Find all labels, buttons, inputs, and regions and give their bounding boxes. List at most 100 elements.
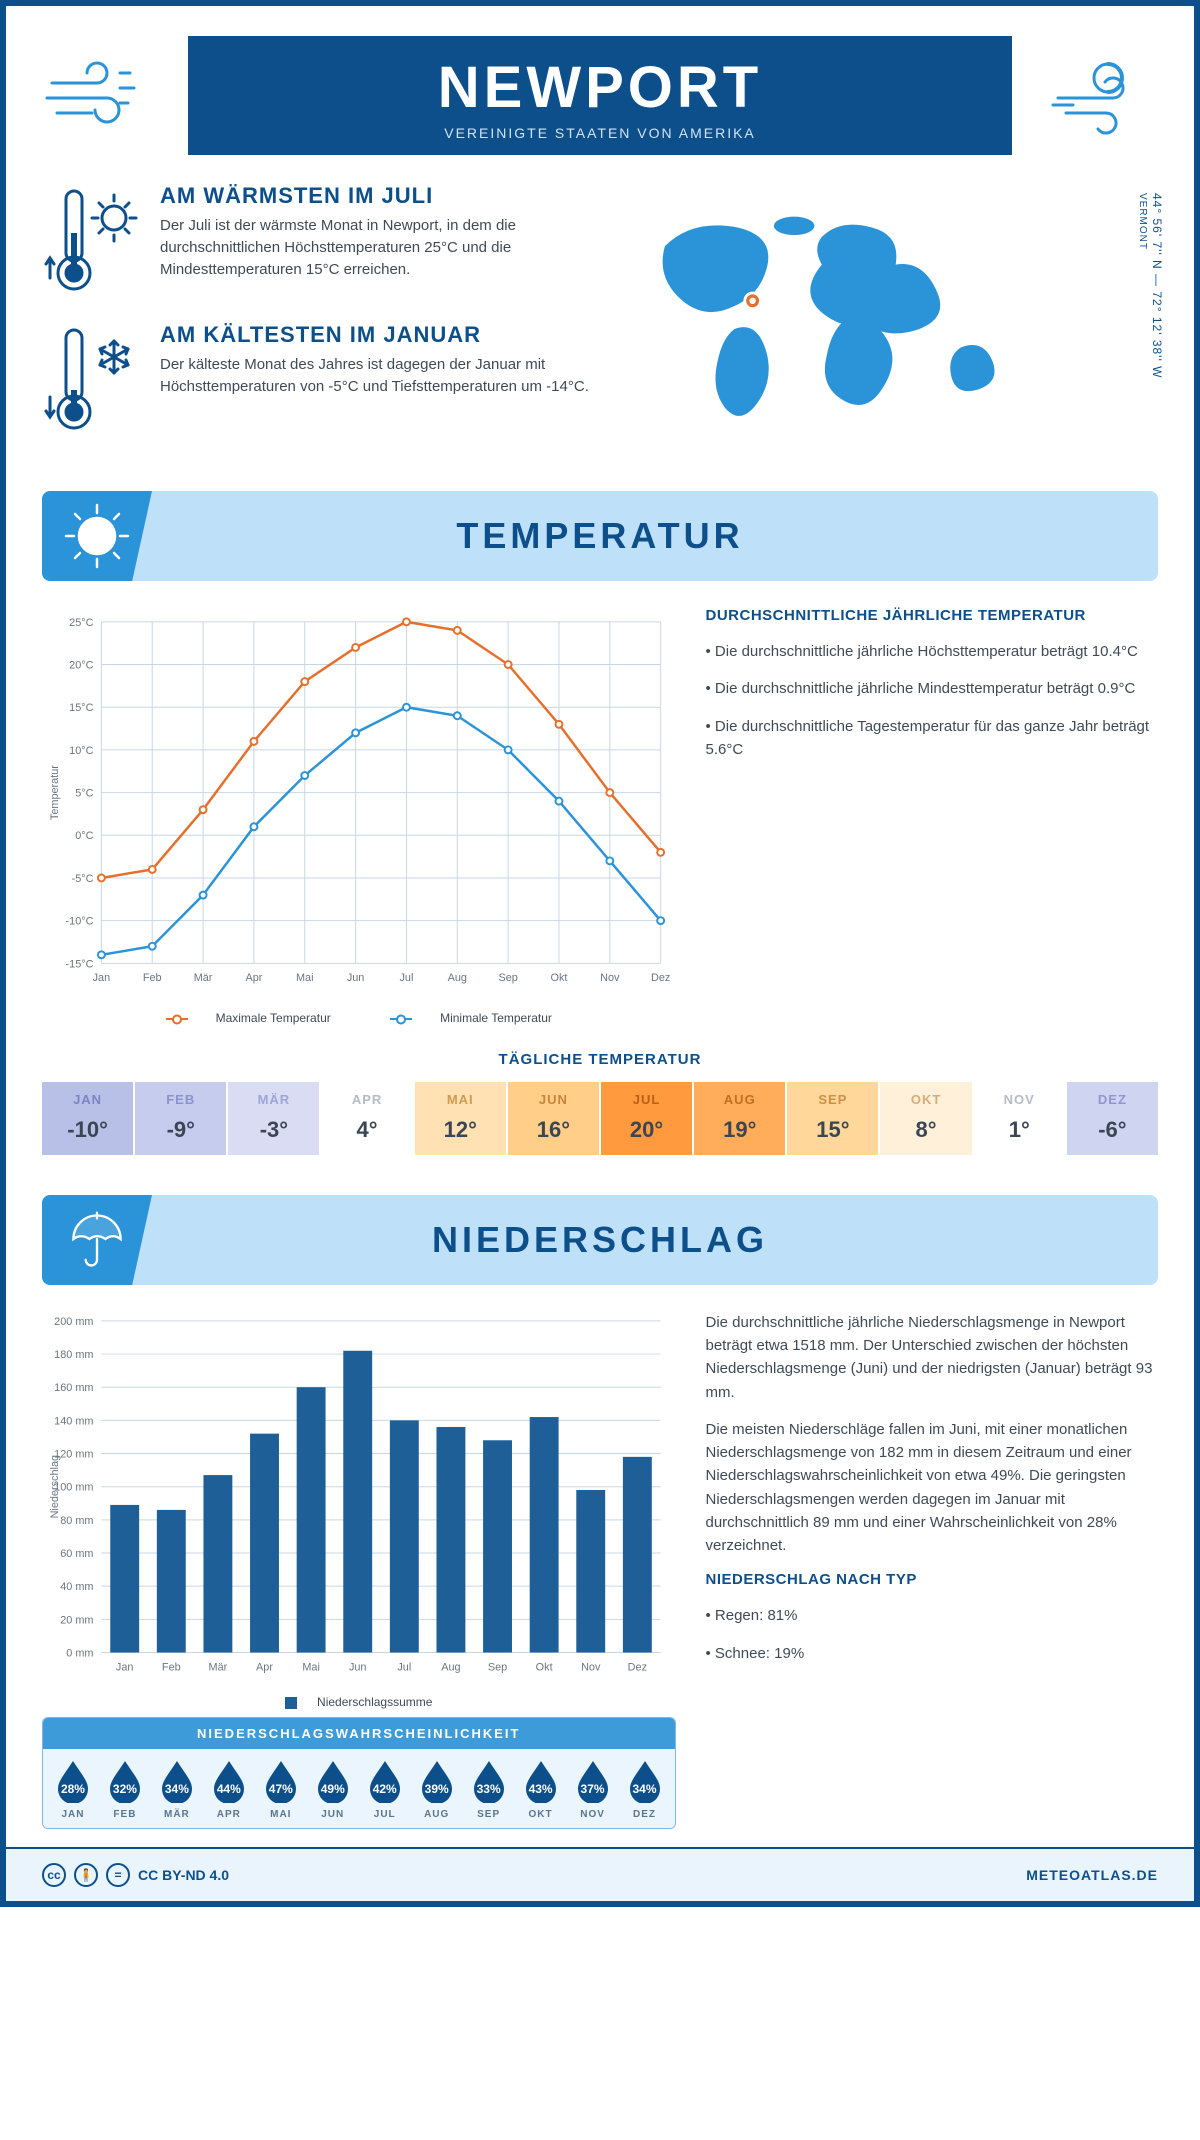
facts-column: AM WÄRMSTEN IM JULI Der Juli ist der wär… (42, 183, 598, 461)
svg-text:Niederschlag: Niederschlag (49, 1455, 61, 1518)
svg-text:180 mm: 180 mm (54, 1349, 93, 1361)
svg-text:Jan: Jan (116, 1661, 134, 1673)
svg-text:60 mm: 60 mm (60, 1548, 93, 1560)
daily-temp-grid: JAN -10° FEB -9° MÄR -3° APR 4° MAI 12° … (42, 1082, 1158, 1155)
world-map (628, 200, 1090, 445)
coldest-fact: AM KÄLTESTEN IM JANUAR Der kälteste Mona… (42, 322, 598, 447)
daily-cell: FEB -9° (135, 1082, 226, 1155)
sun-icon (42, 491, 152, 581)
svg-text:Mär: Mär (194, 972, 213, 984)
license-block: cc 🧍 = CC BY-ND 4.0 (42, 1863, 229, 1887)
brand-text: METEOATLAS.DE (1026, 1867, 1158, 1883)
probability-heading: NIEDERSCHLAGSWAHRSCHEINLICHKEIT (43, 1718, 675, 1749)
svg-text:Mai: Mai (302, 1661, 320, 1673)
prob-cell: 44% APR (203, 1759, 255, 1820)
svg-text:15°C: 15°C (69, 702, 93, 714)
prob-cell: 43% OKT (515, 1759, 567, 1820)
svg-text:Aug: Aug (448, 972, 467, 984)
svg-text:Sep: Sep (498, 972, 517, 984)
thermometer-snow-icon (42, 322, 142, 447)
svg-text:Nov: Nov (600, 972, 620, 984)
probability-panel: NIEDERSCHLAGSWAHRSCHEINLICHKEIT 28% JAN … (42, 1717, 676, 1829)
legend-max: Maximale Temperatur (216, 1011, 331, 1025)
svg-text:Jun: Jun (349, 1661, 367, 1673)
temperature-section-head: TEMPERATUR (42, 491, 1158, 581)
svg-text:Jan: Jan (93, 972, 111, 984)
daily-cell: JUL 20° (601, 1082, 692, 1155)
temperature-chart: -15°C-10°C-5°C0°C5°C10°C15°C20°C25°CJanF… (42, 607, 676, 1025)
warmest-text: Der Juli ist der wärmste Monat in Newpor… (160, 215, 598, 280)
intro-section: AM WÄRMSTEN IM JULI Der Juli ist der wär… (42, 183, 1158, 461)
infographic-page: NEWPORT VEREINIGTE STAATEN VON AMERIKA (0, 0, 1200, 1907)
country-subtitle: VEREINIGTE STAATEN VON AMERIKA (188, 125, 1012, 141)
svg-text:Okt: Okt (551, 972, 568, 984)
legend-min: Minimale Temperatur (440, 1011, 552, 1025)
daily-cell: SEP 15° (787, 1082, 878, 1155)
temperature-heading: TEMPERATUR (42, 515, 1158, 557)
svg-text:Mai: Mai (296, 972, 314, 984)
svg-text:140 mm: 140 mm (54, 1415, 93, 1427)
warmest-fact: AM WÄRMSTEN IM JULI Der Juli ist der wär… (42, 183, 598, 308)
avg-temp-bullet-3: • Die durchschnittliche Tagestemperatur … (706, 715, 1159, 762)
svg-text:Apr: Apr (245, 972, 262, 984)
coords-label: 44° 56' 7'' N — 72° 12' 38'' W (1150, 193, 1164, 378)
prob-cell: 32% FEB (99, 1759, 151, 1820)
svg-text:Feb: Feb (162, 1661, 181, 1673)
prob-cell: 47% MAI (255, 1759, 307, 1820)
prob-cell: 37% NOV (567, 1759, 619, 1820)
daily-cell: APR 4° (321, 1082, 412, 1155)
avg-temp-heading: DURCHSCHNITTLICHE JÄHRLICHE TEMPERATUR (706, 607, 1159, 624)
svg-text:Jun: Jun (347, 972, 365, 984)
precip-type-2: • Schnee: 19% (706, 1642, 1159, 1665)
prob-cell: 28% JAN (47, 1759, 99, 1820)
prob-cell: 34% DEZ (619, 1759, 671, 1820)
prob-cell: 49% JUN (307, 1759, 359, 1820)
svg-text:Dez: Dez (628, 1661, 647, 1673)
svg-text:-15°C: -15°C (66, 958, 94, 970)
cc-icon: cc (42, 1863, 66, 1887)
daily-cell: MAI 12° (415, 1082, 506, 1155)
coldest-text: Der kälteste Monat des Jahres ist dagege… (160, 354, 598, 398)
daily-cell: DEZ -6° (1067, 1082, 1158, 1155)
precip-left-column: 0 mm20 mm40 mm60 mm80 mm100 mm120 mm140 … (42, 1311, 676, 1829)
svg-text:160 mm: 160 mm (54, 1382, 93, 1394)
svg-text:0°C: 0°C (75, 830, 93, 842)
state-label: VERMONT (1137, 193, 1148, 250)
svg-text:Feb: Feb (143, 972, 162, 984)
nd-icon: = (106, 1863, 130, 1887)
wind-icon-left (42, 43, 162, 148)
precip-type-head: NIEDERSCHLAG NACH TYP (706, 1571, 1159, 1588)
map-column: VERMONT 44° 56' 7'' N — 72° 12' 38'' W (628, 183, 1158, 461)
svg-text:Aug: Aug (441, 1661, 460, 1673)
umbrella-icon (42, 1195, 152, 1285)
precip-section-head: NIEDERSCHLAG (42, 1195, 1158, 1285)
svg-text:200 mm: 200 mm (54, 1316, 93, 1328)
precip-p2: Die meisten Niederschläge fallen im Juni… (706, 1418, 1159, 1558)
thermometer-sun-icon (42, 183, 142, 308)
daily-cell: NOV 1° (974, 1082, 1065, 1155)
daily-cell: JAN -10° (42, 1082, 133, 1155)
svg-text:80 mm: 80 mm (60, 1515, 93, 1527)
svg-text:20 mm: 20 mm (60, 1614, 93, 1626)
by-icon: 🧍 (74, 1863, 98, 1887)
daily-cell: JUN 16° (508, 1082, 599, 1155)
temperature-body: -15°C-10°C-5°C0°C5°C10°C15°C20°C25°CJanF… (42, 607, 1158, 1025)
precip-chart: 0 mm20 mm40 mm60 mm80 mm100 mm120 mm140 … (42, 1311, 676, 1687)
svg-text:-5°C: -5°C (72, 873, 94, 885)
precip-body: 0 mm20 mm40 mm60 mm80 mm100 mm120 mm140 … (42, 1311, 1158, 1829)
title-banner: NEWPORT VEREINIGTE STAATEN VON AMERIKA (188, 36, 1012, 155)
svg-text:Dez: Dez (651, 972, 670, 984)
precip-heading: NIEDERSCHLAG (42, 1219, 1158, 1261)
svg-text:10°C: 10°C (69, 745, 93, 757)
svg-text:20°C: 20°C (69, 659, 93, 671)
prob-cell: 34% MÄR (151, 1759, 203, 1820)
precip-p1: Die durchschnittliche jährliche Niedersc… (706, 1311, 1159, 1404)
coldest-title: AM KÄLTESTEN IM JANUAR (160, 322, 598, 348)
svg-text:Nov: Nov (581, 1661, 601, 1673)
probability-grid: 28% JAN 32% FEB 34% MÄR 44% APR (43, 1749, 675, 1828)
footer: cc 🧍 = CC BY-ND 4.0 METEOATLAS.DE (6, 1847, 1194, 1901)
svg-text:40 mm: 40 mm (60, 1581, 93, 1593)
svg-text:25°C: 25°C (69, 617, 93, 629)
precip-legend-label: Niederschlagssumme (317, 1695, 432, 1709)
svg-text:Sep: Sep (488, 1661, 507, 1673)
